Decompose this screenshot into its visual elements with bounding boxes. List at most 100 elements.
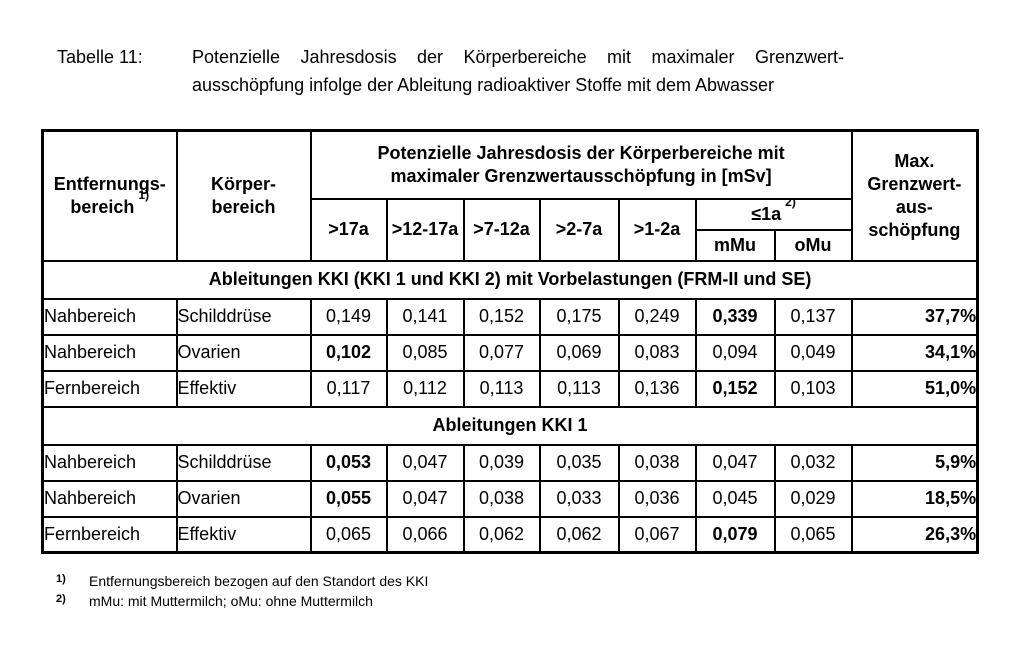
caption-line: ausschöpfung infolge der Ableitung radio… (192, 75, 775, 95)
header-line: Max. (894, 150, 935, 171)
cell-koerperbereich: Effektiv (175, 369, 312, 408)
header-line: bereich (211, 196, 276, 217)
header-age-gt17a: >17a (309, 197, 388, 262)
header-age-1-2a: >1-2a (617, 197, 697, 262)
cell-dose-12-17a: 0,066 (385, 515, 465, 554)
header-row-3: mMu oMu (43, 228, 978, 262)
header-row-2: >17a >12-17a >7-12a >2-7a >1-2a ≤1a2) (43, 197, 978, 262)
table-row: Nahbereich Schilddrüse 0,053 0,047 0,039… (41, 443, 979, 482)
header-age-le1a: ≤1a2) (694, 197, 853, 231)
footnote-ref-2: 2) (785, 198, 796, 209)
table-row: Nahbereich Ovarien 0,102 0,085 0,077 0,0… (41, 333, 979, 372)
cell-dose-le1a-omu: 0,137 (773, 297, 853, 336)
cell-dose-le1a-mmu: 0,152 (694, 369, 776, 408)
header-row-1: Entfernungs- bereich1) Körper- bereich P… (41, 129, 979, 262)
header-entfernungsbereich: Entfernungs- bereich1) (41, 129, 178, 262)
cell-dose-gt17a: 0,117 (309, 369, 388, 408)
header-mmu: mMu (694, 228, 776, 262)
cell-entfernungsbereich: Nahbereich (41, 297, 178, 336)
cell-dose-gt17a: 0,053 (309, 443, 388, 482)
cell-dose-12-17a: 0,141 (385, 297, 465, 336)
header-age-7-12a: >7-12a (462, 197, 541, 262)
header-age-2-7a: >2-7a (538, 197, 620, 262)
table-row: Nahbereich Schilddrüse 0,149 0,141 0,152… (41, 297, 979, 336)
footnote-1: 1) Entfernungsbereich bezogen auf den St… (56, 571, 1024, 591)
header-line: aus- (895, 196, 933, 217)
cell-koerperbereich: Effektiv (175, 515, 312, 554)
cell-dose-12-17a: 0,047 (385, 443, 465, 482)
cell-dose-1-2a: 0,036 (617, 479, 697, 518)
cell-dose-2-7a: 0,062 (538, 515, 620, 554)
cell-max-ausschoepfung: 34,1% (850, 333, 979, 372)
cell-koerperbereich: Ovarien (175, 479, 312, 518)
cell-dose-le1a-omu: 0,029 (773, 479, 853, 518)
table-caption-text: Potenzielle Jahresdosis der Körperbereic… (192, 43, 844, 99)
table-row: Fernbereich Effektiv 0,117 0,112 0,113 0… (41, 369, 979, 408)
cell-dose-7-12a: 0,077 (462, 333, 541, 372)
cell-dose-le1a-mmu: 0,339 (694, 297, 776, 336)
table-row: Fernbereich Effektiv 0,065 0,066 0,062 0… (41, 515, 979, 554)
caption-line: Potenzielle Jahresdosis der Körperbereic… (192, 47, 844, 67)
cell-entfernungsbereich: Nahbereich (41, 333, 178, 372)
cell-dose-7-12a: 0,113 (462, 369, 541, 408)
header-line: schöpfung (868, 219, 961, 240)
cell-koerperbereich: Schilddrüse (175, 443, 312, 482)
footnotes: 1) Entfernungsbereich bezogen auf den St… (56, 571, 1024, 611)
cell-koerperbereich: Schilddrüse (175, 297, 312, 336)
cell-dose-2-7a: 0,113 (538, 369, 620, 408)
header-line: Potenzielle Jahresdosis der Körperbereic… (377, 142, 785, 163)
footnote-ref-1: 1) (138, 187, 150, 202)
footnote-text: mMu: mit Muttermilch; oMu: ohne Muttermi… (89, 593, 373, 609)
header-max-grenzwertausschoepfung: Max. Grenzwert- aus- schöpfung (850, 129, 979, 262)
footnote-text: Entfernungsbereich bezogen auf den Stand… (89, 573, 429, 589)
header-line: maximaler Grenzwertausschöpfung in [mSv] (390, 165, 772, 186)
cell-dose-1-2a: 0,038 (617, 443, 697, 482)
cell-dose-1-2a: 0,067 (617, 515, 697, 554)
cell-dose-le1a-omu: 0,065 (773, 515, 853, 554)
cell-max-ausschoepfung: 5,9% (850, 443, 979, 482)
footnote-2: 2) mMu: mit Muttermilch; oMu: ohne Mutte… (56, 591, 1024, 611)
cell-entfernungsbereich: Nahbereich (41, 443, 178, 482)
cell-dose-12-17a: 0,112 (385, 369, 465, 408)
header-line: bereich1) (45, 189, 175, 219)
cell-dose-12-17a: 0,047 (385, 479, 465, 518)
header-age-12-17a: >12-17a (385, 197, 465, 262)
cell-max-ausschoepfung: 26,3% (850, 515, 979, 554)
table-caption: Tabelle 11: Potenzielle Jahresdosis der … (0, 0, 1024, 99)
table-section-row: Ableitungen KKI (KKI 1 und KKI 2) mit Vo… (41, 259, 979, 300)
header-dose-span: Potenzielle Jahresdosis der Körperbereic… (309, 129, 853, 200)
cell-dose-gt17a: 0,055 (309, 479, 388, 518)
cell-koerperbereich: Ovarien (175, 333, 312, 372)
cell-dose-7-12a: 0,152 (462, 297, 541, 336)
header-text: ≤1a (751, 203, 782, 224)
header-text: bereich (70, 196, 135, 217)
cell-dose-gt17a: 0,065 (309, 515, 388, 554)
header-koerperbereich: Körper- bereich (175, 129, 312, 262)
cell-dose-2-7a: 0,035 (538, 443, 620, 482)
header-line: Grenzwert- (867, 173, 962, 194)
section-title: Ableitungen KKI (KKI 1 und KKI 2) mit Vo… (41, 259, 979, 300)
cell-dose-2-7a: 0,033 (538, 479, 620, 518)
cell-max-ausschoepfung: 37,7% (850, 297, 979, 336)
cell-dose-le1a-omu: 0,032 (773, 443, 853, 482)
header-line: Körper- (210, 173, 276, 194)
dose-table: Entfernungs- bereich1) Körper- bereich P… (41, 129, 980, 554)
cell-dose-1-2a: 0,249 (617, 297, 697, 336)
cell-entfernungsbereich: Fernbereich (41, 515, 178, 554)
cell-dose-2-7a: 0,175 (538, 297, 620, 336)
cell-dose-le1a-mmu: 0,079 (694, 515, 776, 554)
header-line: Entfernungs- (53, 173, 166, 194)
cell-dose-1-2a: 0,136 (617, 369, 697, 408)
cell-dose-le1a-omu: 0,103 (773, 369, 853, 408)
cell-entfernungsbereich: Fernbereich (41, 369, 178, 408)
cell-max-ausschoepfung: 18,5% (850, 479, 979, 518)
cell-dose-1-2a: 0,083 (617, 333, 697, 372)
cell-dose-le1a-mmu: 0,045 (694, 479, 776, 518)
cell-dose-le1a-mmu: 0,094 (694, 333, 776, 372)
cell-dose-7-12a: 0,062 (462, 515, 541, 554)
footnote-marker: 1) (56, 573, 66, 585)
cell-dose-le1a-mmu: 0,047 (694, 443, 776, 482)
cell-dose-7-12a: 0,038 (462, 479, 541, 518)
table-section-row: Ableitungen KKI 1 (41, 405, 979, 446)
